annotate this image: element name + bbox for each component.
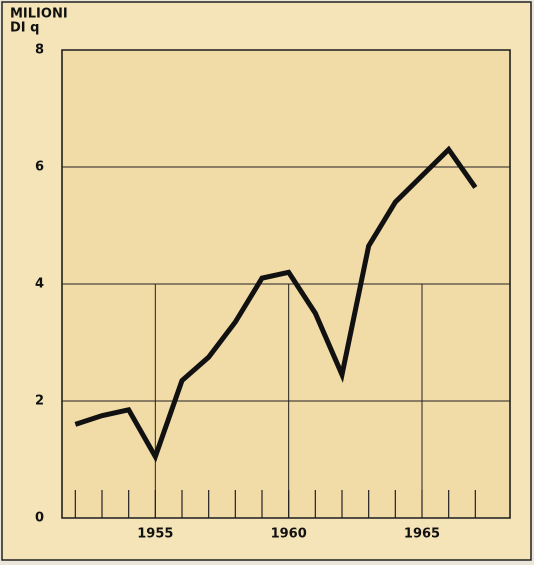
y-tick-label: 4 [35, 277, 44, 292]
y-axis-label: DI q [10, 21, 39, 36]
x-tick-label: 1965 [404, 527, 440, 542]
y-tick-label: 8 [35, 43, 44, 58]
y-tick-label: 0 [35, 511, 44, 526]
y-tick-label: 6 [35, 160, 44, 175]
y-tick-label: 2 [35, 394, 44, 409]
x-tick-label: 1955 [137, 527, 173, 542]
line [74, 145, 478, 463]
x-tick-label: 1960 [271, 527, 307, 542]
y-axis-label: MILIONI [10, 7, 68, 22]
